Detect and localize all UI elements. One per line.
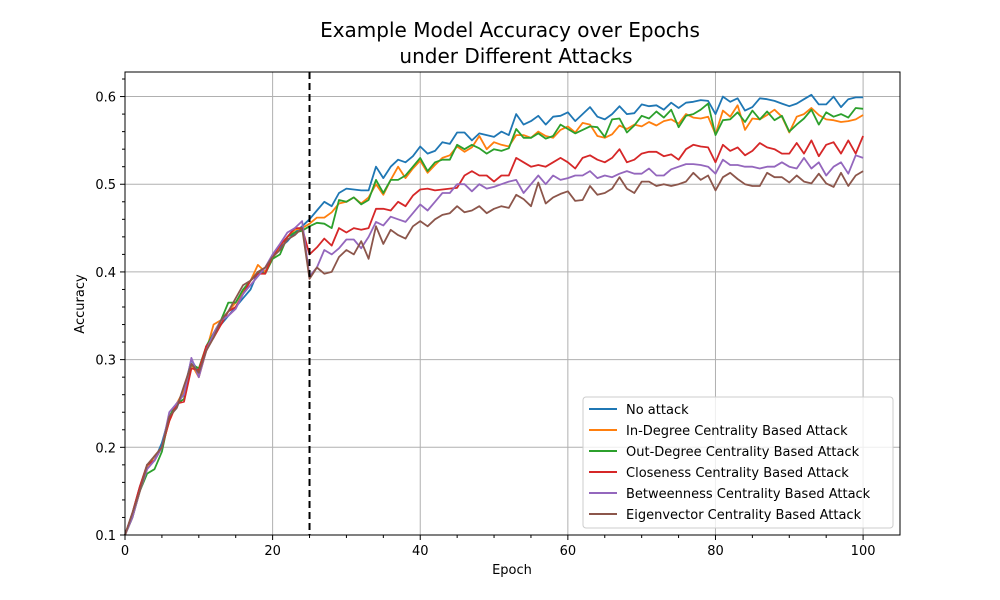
chart-title-line-2: under Different Attacks (399, 44, 632, 68)
x-tick-label: 60 (560, 544, 577, 559)
series-line-4 (124, 154, 864, 536)
legend: No attack In-Degree Centrality Based Atta… (582, 396, 894, 529)
series-lines (124, 93, 864, 536)
x-tick-label: 20 (264, 544, 281, 559)
series-line-3 (124, 135, 864, 536)
x-axis-label: Epoch (492, 563, 532, 578)
x-tick-label: 40 (412, 544, 429, 559)
x-tick-label: 80 (707, 544, 724, 559)
legend-entry-label: No attack (626, 403, 689, 418)
y-tick-label: 0.4 (95, 266, 116, 281)
plot-frame (124, 71, 901, 536)
legend-entry-label: Eigenvector Centrality Based Attack (626, 508, 862, 523)
legend-entry-label: In-Degree Centrality Based Attack (626, 424, 848, 439)
series-line-5 (124, 170, 864, 536)
legend-box (582, 396, 894, 529)
series-line-0 (124, 93, 864, 536)
legend-entry-label: Closeness Centrality Based Attack (626, 466, 849, 481)
legend-entry-label: Out-Degree Centrality Based Attack (626, 445, 860, 460)
y-tick-label: 0.2 (95, 441, 116, 456)
chart-title-line-1: Example Model Accuracy over Epochs (320, 18, 700, 42)
axis-ticks: 0 20 40 60 80 100 0.1 0.2 0.3 0.4 0.5 0.6 (95, 78, 876, 559)
y-tick-label: 0.5 (95, 178, 116, 193)
y-tick-label: 0.3 (95, 354, 116, 369)
y-axis-label: Accuracy (73, 274, 88, 334)
y-tick-label: 0.6 (95, 91, 116, 106)
x-tick-label: 100 (851, 544, 876, 559)
legend-entry-label: Betweenness Centrality Based Attack (626, 487, 871, 502)
y-tick-label: 0.1 (95, 529, 116, 544)
x-tick-label: 0 (121, 544, 129, 559)
